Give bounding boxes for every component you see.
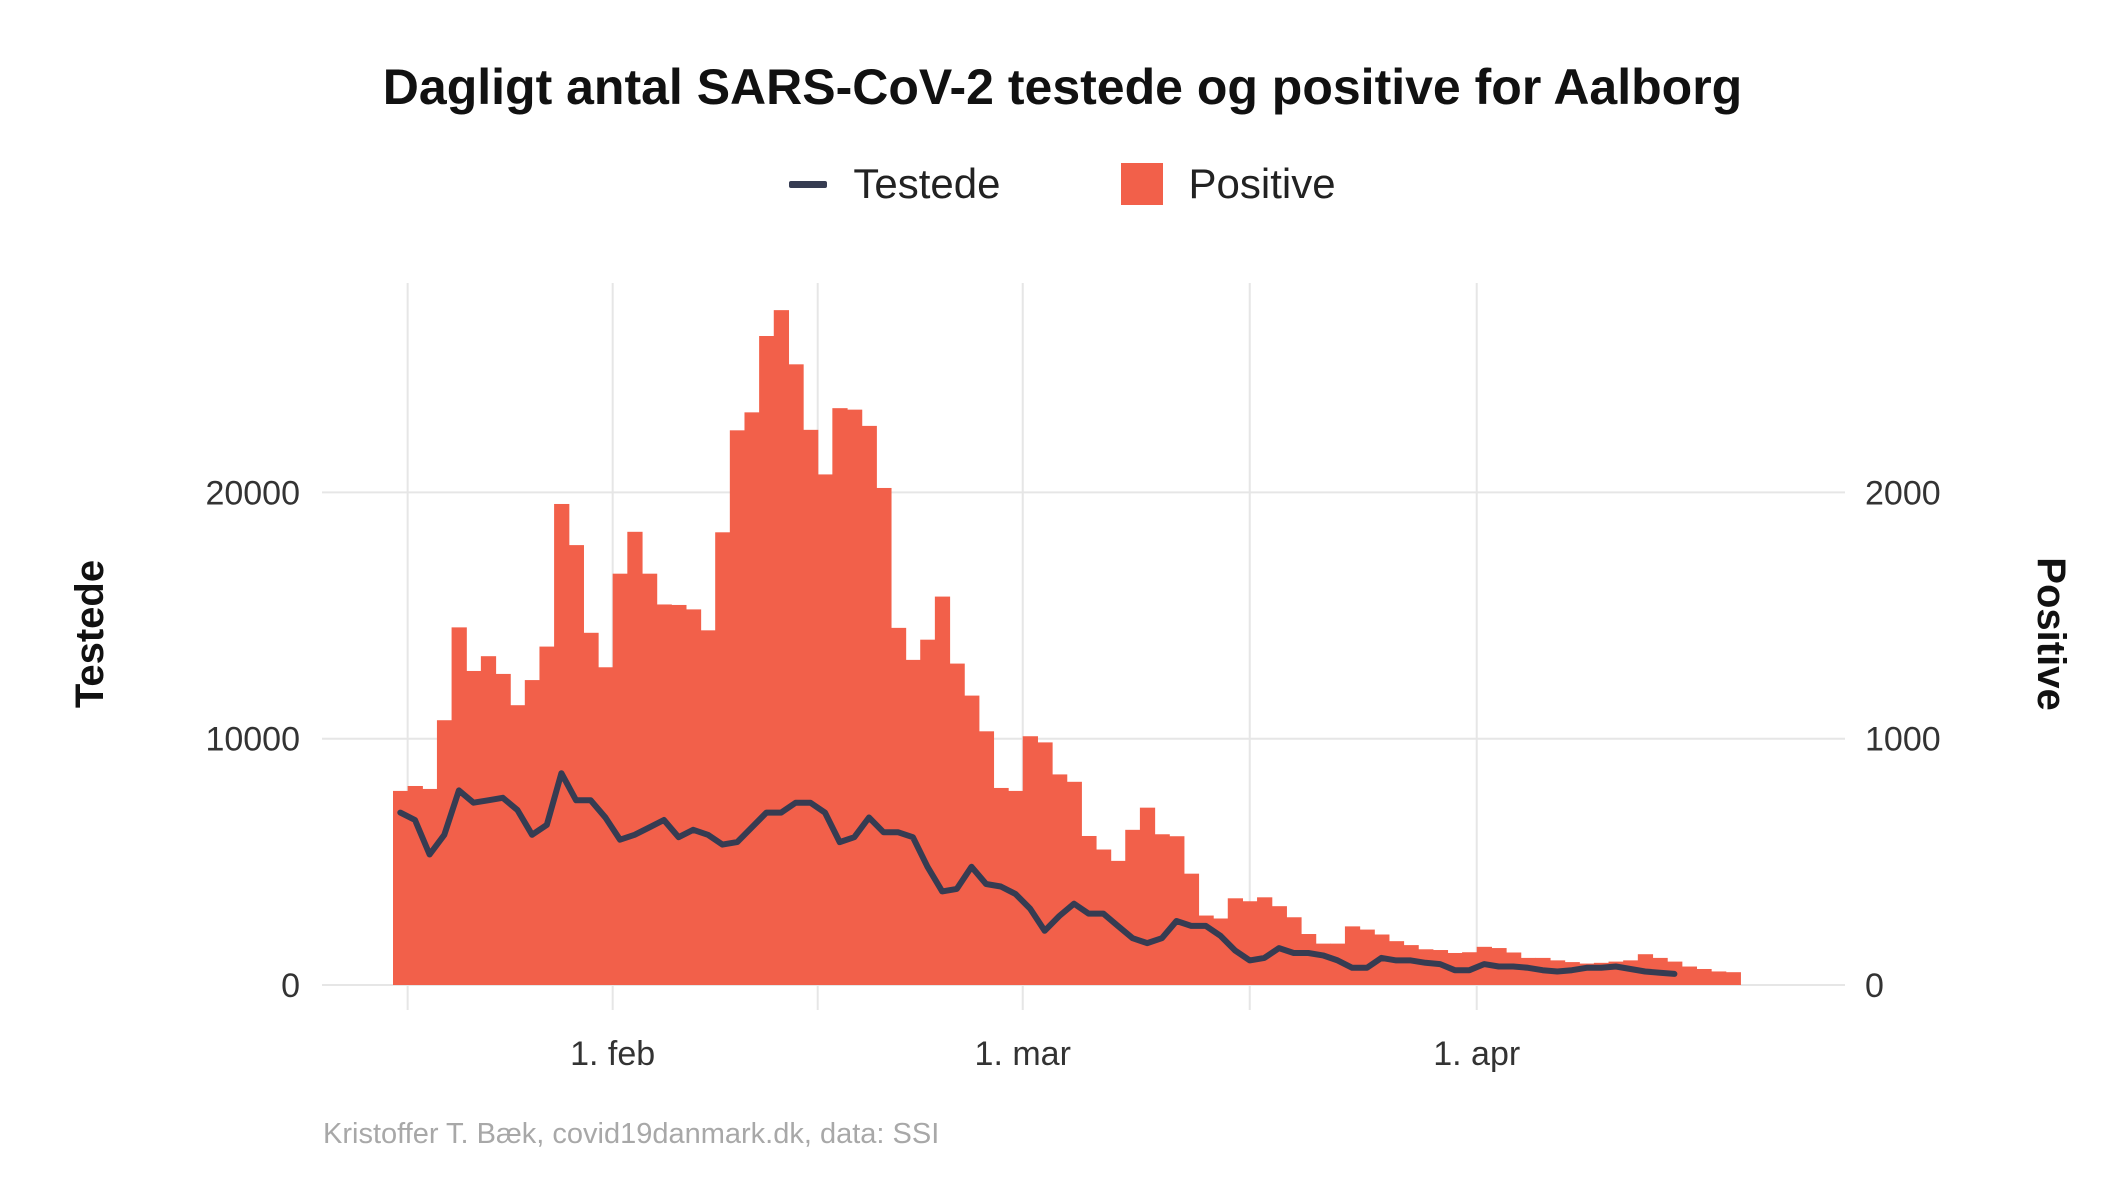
- bar-positive: [803, 429, 819, 985]
- bar-positive: [1725, 972, 1741, 985]
- bar-positive: [949, 663, 965, 985]
- bar-positive: [920, 639, 936, 985]
- legend-item-positive: Positive: [1120, 160, 1336, 208]
- bar-positive: [1696, 968, 1712, 985]
- y-tick-label-right: 0: [1865, 967, 1884, 1005]
- line-testede: [397, 770, 1678, 977]
- x-tick-label: 1. apr: [1433, 1035, 1520, 1073]
- y-tick-label-left: 0: [281, 967, 300, 1005]
- bar-positive: [905, 659, 921, 985]
- bar-positive: [700, 630, 716, 985]
- bar-positive: [685, 609, 702, 985]
- bar-positive: [934, 596, 951, 985]
- bar-positive: [788, 364, 804, 986]
- bar-positive: [890, 627, 907, 985]
- legend-line-swatch: [789, 180, 828, 188]
- legend-item-testede: Testede: [789, 160, 1001, 208]
- bar-positive: [1359, 929, 1375, 985]
- legend-label-testede: Testede: [853, 160, 1001, 207]
- bar-positive: [817, 474, 833, 985]
- legend-label-positive: Positive: [1188, 160, 1336, 207]
- bar-positive: [1344, 926, 1361, 985]
- bar-positive: [1154, 834, 1170, 985]
- bar-positive: [568, 545, 584, 985]
- bar-positive: [1711, 971, 1727, 985]
- y-tick-label-left: 20000: [205, 474, 300, 512]
- bar-positive: [1213, 918, 1229, 985]
- bar-positive: [480, 656, 497, 985]
- bar-positive: [861, 425, 877, 985]
- bar-positive: [1139, 807, 1156, 985]
- bar-positive: [1052, 774, 1068, 985]
- bar-positive: [759, 335, 775, 985]
- bar-positive: [1315, 943, 1331, 985]
- bar-positive: [466, 670, 482, 985]
- bar-positive: [978, 731, 995, 985]
- bar-positive: [715, 532, 731, 985]
- bar-positive: [729, 430, 746, 985]
- y-tick-label-right: 2000: [1865, 474, 1941, 512]
- bar-positive: [1022, 736, 1038, 985]
- bar-positive: [641, 573, 658, 985]
- bar-positive: [554, 503, 570, 985]
- legend: Testede Positive: [0, 160, 2125, 208]
- bar-positive: [422, 788, 438, 985]
- bar-positive: [1198, 915, 1214, 985]
- bar-positive: [1227, 898, 1244, 985]
- bar-positive: [846, 409, 863, 985]
- bar-positive: [1300, 934, 1317, 985]
- bar-positive: [671, 604, 687, 985]
- bar-positive: [598, 667, 614, 985]
- bar-positive: [1037, 742, 1053, 985]
- bar-positive: [1403, 945, 1419, 985]
- bar-positive: [495, 673, 511, 985]
- bar-positive: [451, 627, 467, 985]
- x-tick-label: 1. mar: [975, 1035, 1071, 1073]
- bar-positive: [744, 412, 760, 985]
- y-tick-label-left: 10000: [205, 721, 300, 759]
- legend-bar-swatch: [1120, 163, 1163, 205]
- bar-positive: [1183, 873, 1200, 985]
- bar-positive: [1169, 836, 1185, 985]
- bar-positive: [612, 573, 628, 985]
- bar-positive: [627, 531, 643, 985]
- bar-positive: [510, 705, 526, 985]
- bar-positive: [1066, 781, 1082, 985]
- bar-positive: [1008, 790, 1024, 985]
- bar-positive: [1242, 901, 1258, 985]
- bar-positive: [1330, 943, 1346, 985]
- bar-positive: [1125, 829, 1141, 985]
- y-axis-title-left: Testede: [68, 560, 112, 708]
- bar-positive: [1418, 949, 1434, 985]
- bar-positive: [1681, 966, 1698, 985]
- bar-positive: [773, 310, 790, 985]
- y-tick-label-right: 1000: [1865, 721, 1941, 759]
- bar-positive: [656, 604, 672, 985]
- x-tick-label: 1. feb: [570, 1035, 655, 1073]
- bar-positive: [436, 720, 453, 985]
- bar-positive: [583, 632, 599, 985]
- y-axis-title-right: Positive: [2029, 557, 2073, 710]
- bar-positive: [832, 408, 848, 985]
- caption: Kristoffer T. Bæk, covid19danmark.dk, da…: [323, 1118, 940, 1150]
- bar-positive: [1257, 897, 1273, 985]
- bar-positive: [1432, 950, 1449, 985]
- chart-title: Dagligt antal SARS-CoV-2 testede og posi…: [382, 59, 1743, 115]
- bar-positive: [393, 790, 409, 985]
- bar-positive: [876, 487, 892, 985]
- bar-positive: [964, 695, 980, 985]
